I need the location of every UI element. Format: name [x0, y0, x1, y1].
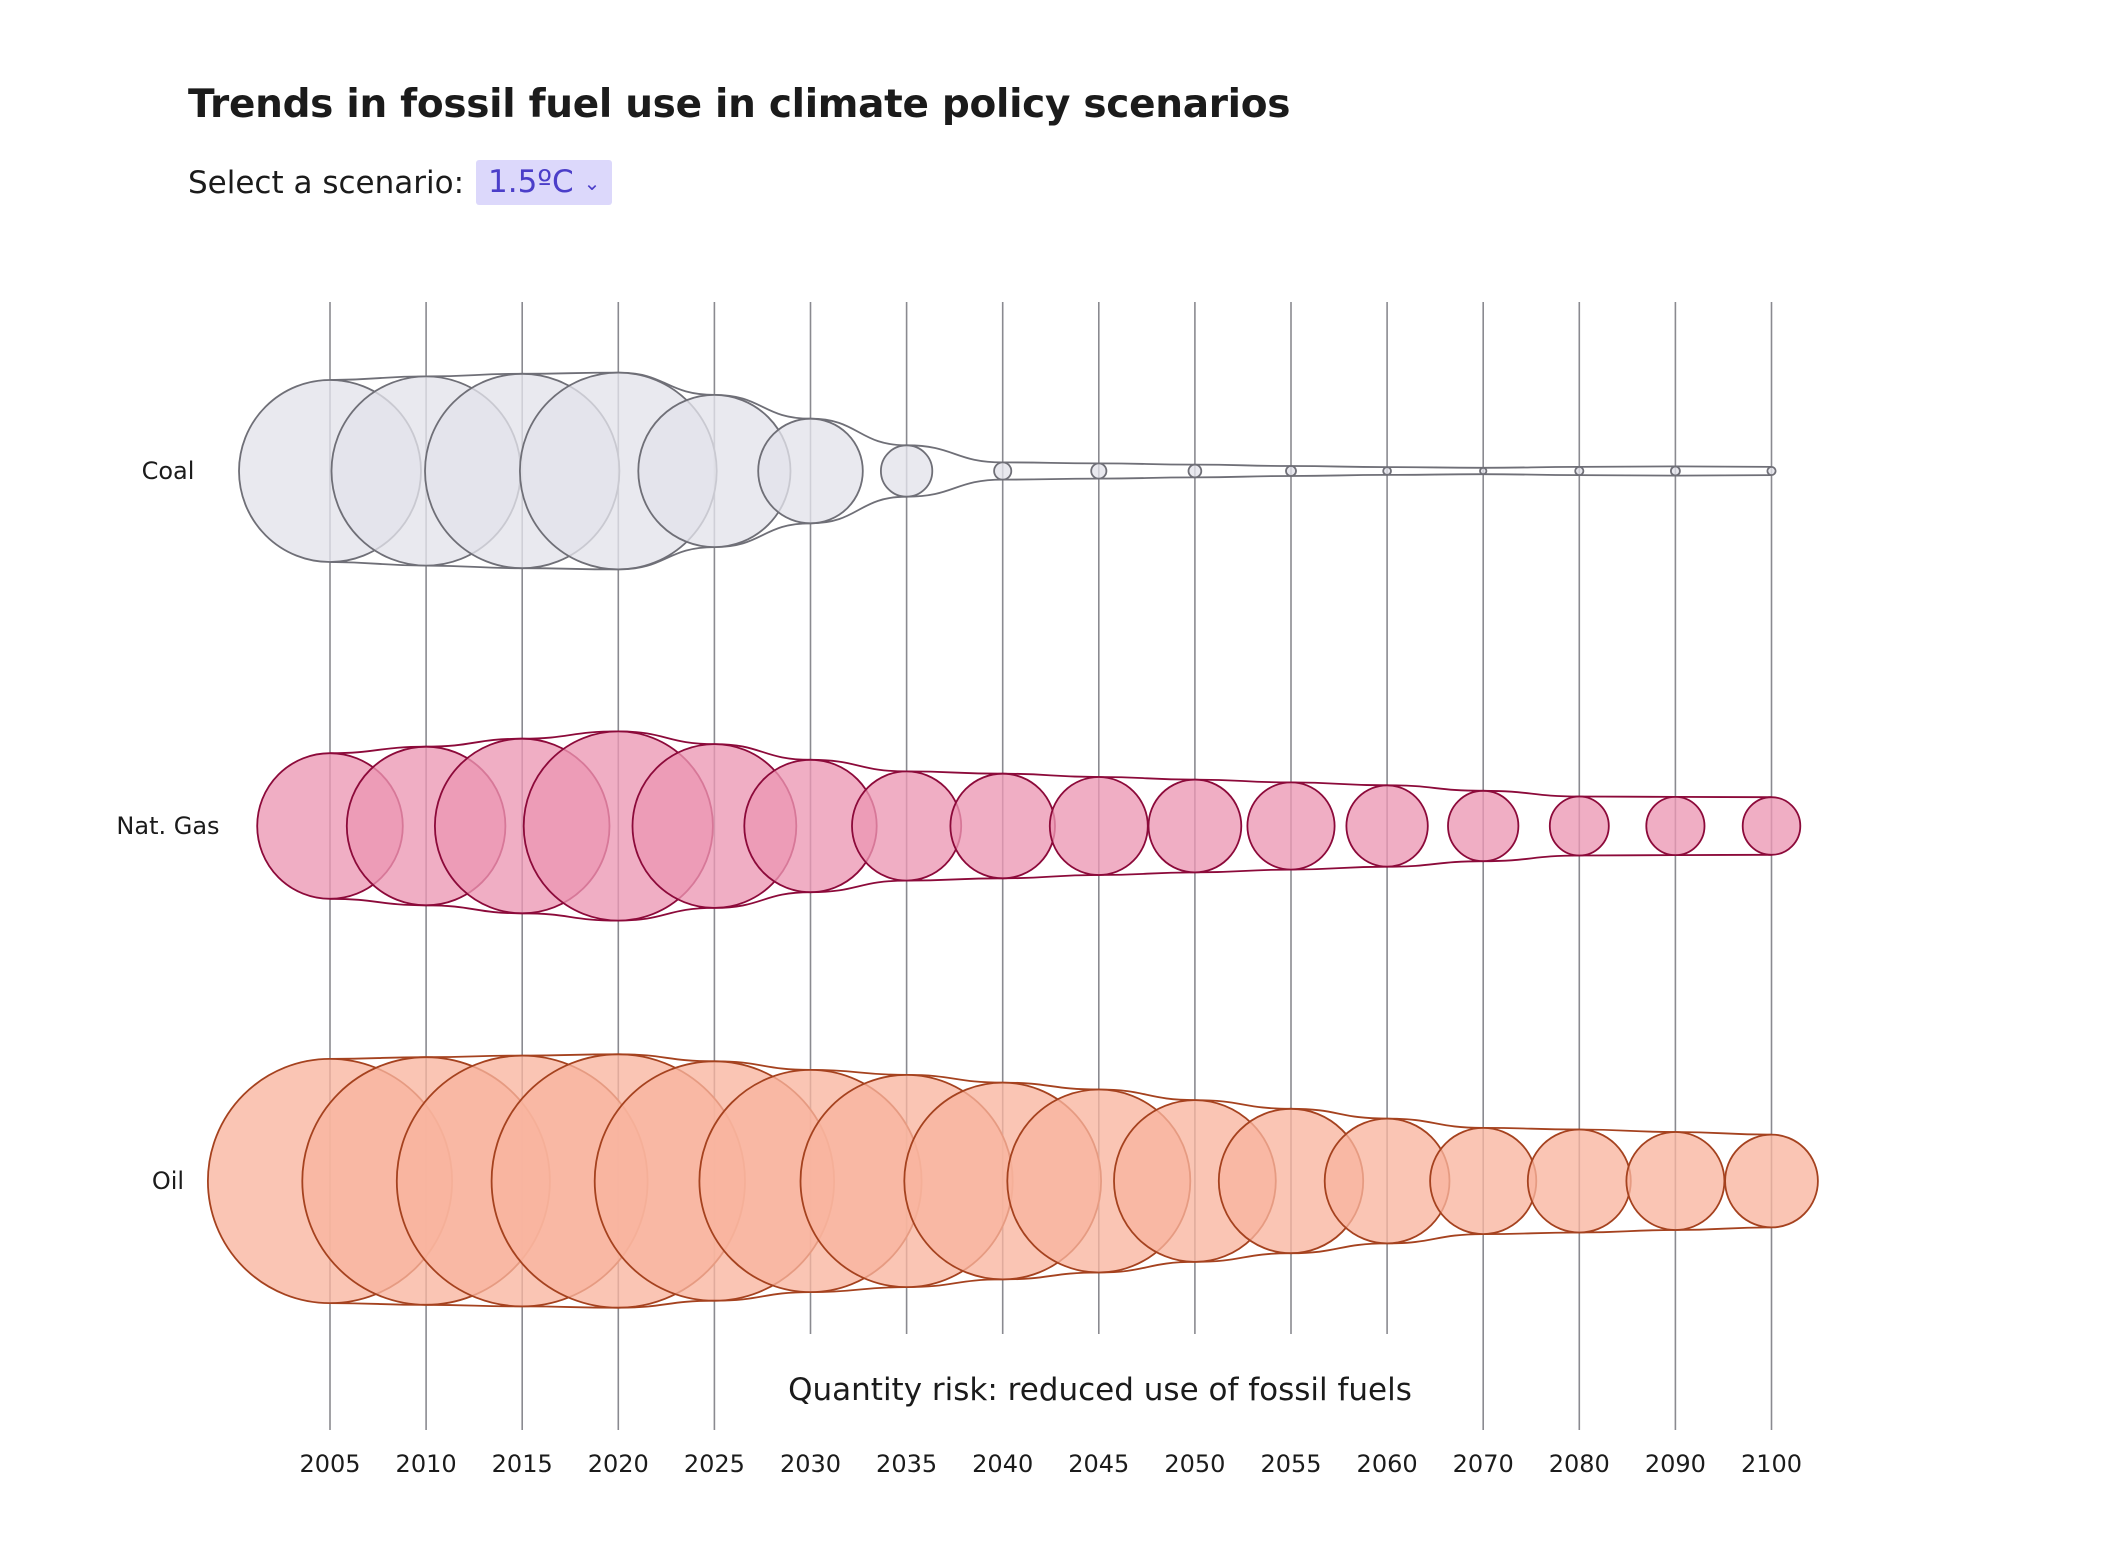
- bubble-2080[interactable]: [1574, 465, 1585, 476]
- chevron-down-icon: ⌄: [583, 171, 601, 195]
- bubble-2055[interactable]: [1246, 781, 1336, 871]
- bubble-2050[interactable]: [1147, 778, 1243, 874]
- series-envelope-bottom: [329, 473, 1772, 571]
- bubble-2055[interactable]: [1285, 465, 1297, 477]
- x-tick-label: 2010: [396, 1450, 457, 1478]
- row-labels: Coal Nat. Gas Oil: [116, 457, 219, 1195]
- bubble-2090[interactable]: [1625, 1131, 1726, 1231]
- x-tick-label: 2100: [1741, 1450, 1802, 1478]
- x-tick-label: 2015: [492, 1450, 553, 1478]
- x-tick-label: 2035: [876, 1450, 937, 1478]
- bubble-2035[interactable]: [879, 444, 934, 498]
- series-nat-gas: [256, 730, 1802, 922]
- series-oil: [206, 1053, 1819, 1309]
- scenario-dropdown[interactable]: 1.5ºC ⌄: [476, 160, 613, 205]
- chart-annotation: Quantity risk: reduced use of fossil fue…: [788, 1372, 1412, 1408]
- x-tick-label: 2055: [1260, 1450, 1321, 1478]
- bubble-2070[interactable]: [1429, 1127, 1538, 1236]
- bubble-2070[interactable]: [1479, 466, 1488, 476]
- bubble-2060[interactable]: [1382, 466, 1392, 476]
- bubble-2080[interactable]: [1548, 795, 1610, 857]
- row-label: Coal: [142, 457, 195, 485]
- bubble-2090[interactable]: [1670, 465, 1681, 477]
- series-envelope-top: [329, 1053, 1772, 1136]
- page-title: Trends in fossil fuel use in climate pol…: [188, 82, 1291, 127]
- series-envelope-bottom: [329, 853, 1772, 922]
- bubble-2030[interactable]: [757, 417, 864, 525]
- x-tick-label: 2050: [1164, 1450, 1225, 1478]
- bubble-2070[interactable]: [1447, 789, 1520, 863]
- bubble-2060[interactable]: [1345, 784, 1429, 868]
- series-envelope-bottom: [329, 1226, 1772, 1309]
- bubble-2045[interactable]: [1090, 462, 1108, 480]
- x-tick-label: 2025: [684, 1450, 745, 1478]
- bubble-2100[interactable]: [1741, 796, 1802, 856]
- scenario-selector: Select a scenario: 1.5ºC ⌄: [188, 160, 613, 205]
- x-tick-label: 2020: [588, 1450, 649, 1478]
- x-tick-label: 2060: [1357, 1450, 1418, 1478]
- x-tick-label: 2090: [1645, 1450, 1706, 1478]
- x-tick-label: 2005: [299, 1450, 360, 1478]
- row-label: Nat. Gas: [116, 812, 219, 840]
- x-tick-label: 2045: [1068, 1450, 1129, 1478]
- x-tick-label: 2080: [1549, 1450, 1610, 1478]
- bubble-2040[interactable]: [949, 772, 1056, 880]
- series-layer: [206, 371, 1819, 1309]
- bubble-2050[interactable]: [1187, 463, 1203, 479]
- bubble-2045[interactable]: [1048, 776, 1149, 876]
- bubble-2090[interactable]: [1645, 796, 1706, 857]
- x-tick-label: 2040: [972, 1450, 1033, 1478]
- bubble-2035[interactable]: [851, 770, 963, 882]
- scenario-label: Select a scenario:: [188, 164, 465, 201]
- x-axis-ticks: 2005 2010 2015 2020 2025 2030 2035 2040 2045 2050…: [299, 1450, 1802, 1478]
- bubble-2040[interactable]: [993, 461, 1013, 481]
- row-label: Oil: [152, 1167, 184, 1195]
- series-envelope-top: [329, 730, 1772, 799]
- bubble-2080[interactable]: [1526, 1128, 1632, 1234]
- x-tick-label: 2030: [780, 1450, 841, 1478]
- scenario-value: 1.5ºC: [488, 164, 574, 200]
- series-coal: [238, 371, 1777, 571]
- bubble-2100[interactable]: [1766, 465, 1777, 476]
- series-envelope-top: [329, 371, 1772, 469]
- bubble-2100[interactable]: [1724, 1133, 1819, 1229]
- x-tick-label: 2070: [1453, 1450, 1514, 1478]
